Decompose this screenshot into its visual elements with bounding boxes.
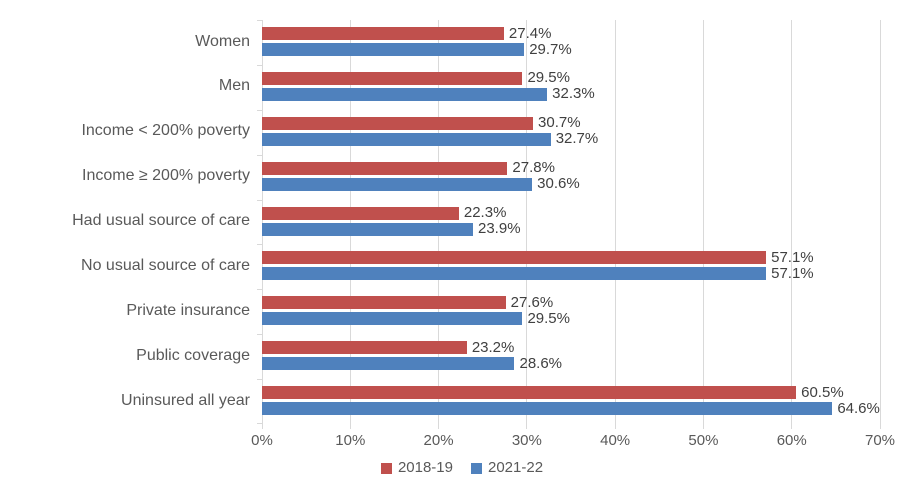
bar-value-label: 30.7% bbox=[538, 114, 581, 132]
bar-value-label: 32.3% bbox=[552, 85, 595, 103]
bar-value-label: 30.6% bbox=[537, 175, 580, 193]
bar-value-label: 27.8% bbox=[512, 159, 555, 177]
gridline bbox=[879, 20, 881, 424]
bar-value-label: 28.6% bbox=[519, 354, 563, 372]
x-axis-tick bbox=[261, 424, 263, 429]
x-axis-tick bbox=[526, 424, 528, 429]
bar-value-label: 27.6% bbox=[510, 293, 554, 311]
x-tick-label: 50% bbox=[688, 432, 719, 449]
bar-2021-22 bbox=[262, 357, 515, 371]
bar-2021-22 bbox=[262, 222, 473, 236]
category-axis-tick bbox=[257, 155, 262, 156]
bar-2021-22 bbox=[262, 87, 548, 101]
category-axis-tick bbox=[257, 110, 262, 111]
x-axis-tick bbox=[791, 424, 793, 429]
bar-value-label: 57.1% bbox=[771, 248, 814, 266]
gridline bbox=[614, 20, 616, 424]
gridline bbox=[702, 20, 704, 424]
x-tick-label: 70% bbox=[864, 432, 896, 449]
category-axis-tick bbox=[257, 65, 262, 66]
category-axis-tick bbox=[257, 20, 262, 21]
x-tick-label: 60% bbox=[776, 432, 807, 449]
bar-2021-22 bbox=[262, 43, 525, 56]
bar-2018-19 bbox=[262, 341, 467, 355]
gridline bbox=[526, 20, 528, 424]
x-axis-tick bbox=[702, 424, 704, 429]
legend-marker bbox=[471, 462, 482, 474]
bar-2018-19 bbox=[262, 296, 506, 310]
bar-2018-19 bbox=[262, 71, 523, 85]
legend-item-2021-22: 2021-22 bbox=[471, 459, 543, 477]
category-label: Women bbox=[195, 32, 250, 50]
bar-2021-22 bbox=[262, 267, 767, 281]
category-label: Uninsured all year bbox=[121, 391, 250, 409]
x-axis-tick bbox=[614, 424, 616, 429]
category-axis-tick bbox=[257, 334, 262, 335]
category-label: Public coverage bbox=[136, 346, 250, 364]
category-label: No usual source of care bbox=[81, 256, 250, 274]
category-axis-tick bbox=[257, 244, 262, 245]
bar-2021-22 bbox=[262, 402, 833, 416]
bar-value-label: 27.4% bbox=[508, 24, 552, 42]
plot-area: 27.4% 29.7% 29.5% 32.3% 30.7% 32.7% 27.8% 30.6%… bbox=[257, 20, 881, 429]
bar-value-label: 23.2% bbox=[471, 338, 515, 356]
category-axis-tick bbox=[257, 423, 262, 424]
gridline bbox=[438, 20, 440, 424]
bar-2018-19 bbox=[262, 386, 797, 400]
category-axis-tick bbox=[257, 379, 262, 380]
legend-label: 2021-22 bbox=[488, 459, 544, 476]
x-axis-tick bbox=[879, 424, 881, 429]
x-tick-label: 20% bbox=[423, 432, 454, 449]
bar-2018-19 bbox=[262, 251, 767, 265]
bar-value-label: 57.1% bbox=[771, 264, 814, 282]
bar-2021-22 bbox=[262, 132, 551, 146]
y-axis-line bbox=[261, 20, 263, 424]
bar-2018-19 bbox=[262, 27, 504, 40]
legend-label: 2018-19 bbox=[397, 459, 453, 476]
x-tick-label: 0% bbox=[251, 432, 273, 449]
legend-item-2018-19: 2018-19 bbox=[380, 459, 453, 477]
bar-2018-19 bbox=[262, 161, 508, 175]
x-axis-tick bbox=[349, 424, 351, 429]
bar-2021-22 bbox=[262, 177, 533, 191]
bar-value-label: 29.7% bbox=[529, 40, 572, 58]
x-tick-label: 30% bbox=[511, 432, 542, 449]
category-label: Income ≥ 200% poverty bbox=[82, 167, 250, 185]
bar-value-label: 29.5% bbox=[527, 309, 570, 327]
bar-value-label: 32.7% bbox=[555, 130, 599, 148]
gridline bbox=[349, 20, 351, 424]
bar-2021-22 bbox=[262, 312, 523, 326]
gridline bbox=[791, 20, 793, 424]
bar-2018-19 bbox=[262, 206, 459, 220]
bar-value-label: 22.3% bbox=[463, 204, 507, 222]
bar-value-label: 60.5% bbox=[801, 383, 844, 401]
category-axis-tick bbox=[257, 289, 262, 290]
category-label: Men bbox=[218, 77, 250, 95]
x-axis-tick bbox=[438, 424, 440, 429]
x-tick-label: 40% bbox=[600, 432, 631, 449]
legend-marker bbox=[380, 462, 392, 474]
bar-value-label: 64.6% bbox=[837, 399, 880, 417]
category-label: Had usual source of care bbox=[72, 212, 250, 230]
legend: 2018-19 2021-22 bbox=[0, 459, 924, 477]
bar-2018-19 bbox=[262, 116, 534, 130]
category-label: Private insurance bbox=[126, 301, 250, 319]
x-tick-label: 10% bbox=[335, 432, 366, 449]
bar-value-label: 23.9% bbox=[478, 220, 521, 238]
category-label: Income < 200% poverty bbox=[81, 122, 250, 140]
category-axis-tick bbox=[257, 200, 262, 201]
bar-value-label: 29.5% bbox=[527, 69, 570, 87]
